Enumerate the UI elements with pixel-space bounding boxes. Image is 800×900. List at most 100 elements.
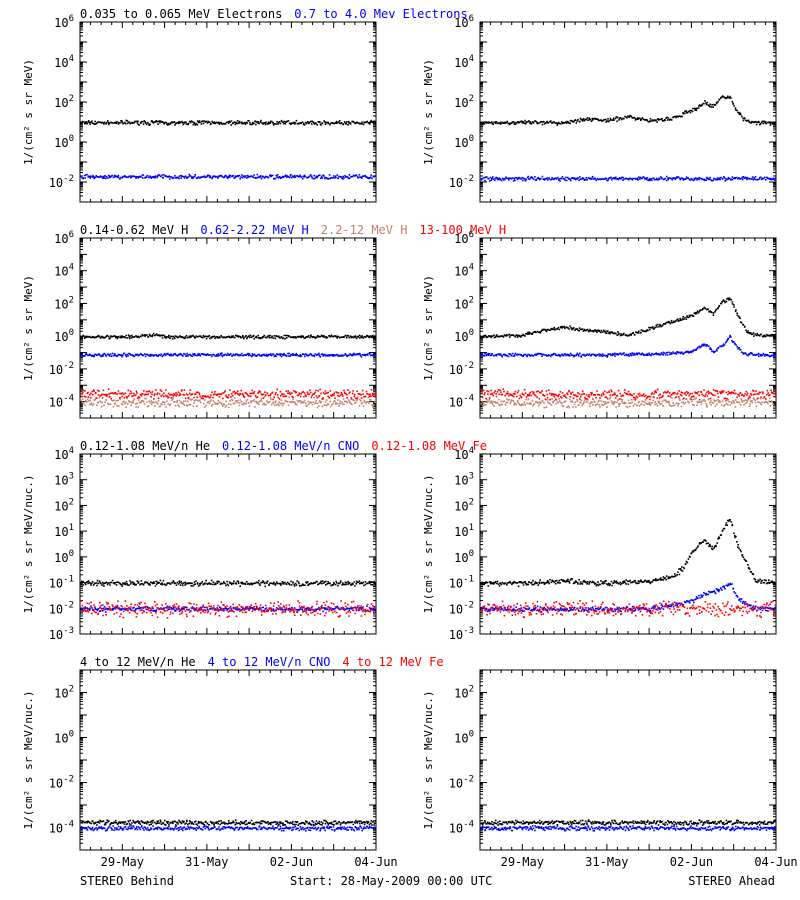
y-tick-label: 10-1: [49, 575, 74, 591]
y-tick-label: 102: [454, 94, 474, 110]
y-tick-label: 102: [54, 497, 74, 513]
y-tick-base: 10: [54, 232, 68, 246]
y-tick-base: 10: [454, 297, 468, 311]
y-tick-base: 10: [49, 363, 63, 377]
y-tick-exp: 0: [69, 549, 74, 559]
row-title-0: 0.035 to 0.065 MeV Electrons 0.7 to 4.0 M…: [80, 7, 468, 21]
row-titles: 0.035 to 0.065 MeV Electrons 0.7 to 4.0 M…: [80, 7, 506, 669]
series-3: [480, 388, 776, 401]
y-tick-base: 10: [49, 777, 63, 791]
series-points: [480, 297, 776, 339]
y-tick-base: 10: [449, 602, 463, 616]
y-tick-base: 10: [54, 551, 68, 565]
y-tick-label: 10-2: [449, 361, 474, 377]
y-tick-exp: 6: [69, 230, 74, 240]
series-0: [80, 119, 376, 126]
y-tick-label: 106: [54, 14, 74, 30]
footer-center-label: Start: 28-May-2009 00:00 UTC: [290, 874, 492, 888]
y-tick-label: 10-3: [49, 626, 74, 642]
y-tick-base: 10: [54, 525, 68, 539]
y-tick-label: 104: [454, 263, 474, 279]
y-tick-base: 10: [54, 56, 68, 70]
y-tick-exp: 4: [469, 446, 474, 456]
y-tick-label: 10-2: [449, 600, 474, 616]
y-tick-label: 100: [454, 328, 474, 344]
y-tick-base: 10: [454, 732, 468, 746]
y-tick-exp: 2: [69, 685, 74, 695]
y-tick-label: 104: [54, 54, 74, 70]
y-tick-base: 10: [454, 499, 468, 513]
x-tick-label: 31-May: [585, 855, 628, 869]
y-tick-label: 10-4: [49, 820, 74, 836]
y-tick-exp: 3: [69, 472, 74, 482]
y-tick-exp: 2: [69, 295, 74, 305]
y-tick-base: 10: [449, 363, 463, 377]
row-title-1-item-0: 0.14-0.62 MeV H: [80, 223, 188, 237]
y-tick-exp: -4: [63, 394, 74, 404]
y-tick-exp: 1: [69, 523, 74, 533]
y-tick-label: 102: [54, 295, 74, 311]
y-tick-base: 10: [454, 56, 468, 70]
y-axis-label: 1/(cm² s sr MeV/nuc.): [22, 474, 35, 613]
row-title-1-item-3: 13-100 MeV H: [419, 223, 506, 237]
series-points: [480, 396, 776, 409]
plot-frame: [79, 237, 377, 419]
y-tick-label: 10-4: [49, 394, 74, 410]
row-title-3: 4 to 12 MeV/n He 4 to 12 MeV/n CNO 4 to 12…: [80, 655, 444, 669]
series-points: [480, 819, 776, 826]
series-0: [80, 332, 376, 340]
y-tick-base: 10: [49, 822, 63, 836]
y-tick-exp: 2: [469, 295, 474, 305]
y-tick-label: 10-2: [49, 361, 74, 377]
y-tick-exp: -2: [63, 775, 74, 785]
y-tick-label: 104: [54, 263, 74, 279]
y-tick-exp: -3: [63, 626, 74, 636]
y-tick-base: 10: [449, 777, 463, 791]
y-tick-label: 100: [54, 549, 74, 565]
y-tick-label: 100: [54, 328, 74, 344]
y-tick-base: 10: [54, 16, 68, 30]
footer: STEREO Behind Start: 28-May-2009 00:00 U…: [80, 874, 775, 888]
y-tick-base: 10: [454, 136, 468, 150]
row-title-3-item-1: 4 to 12 MeV/n CNO: [208, 655, 331, 669]
series-1: [80, 825, 376, 832]
x-tick-label: 04-Jun: [754, 855, 797, 869]
y-tick-base: 10: [54, 297, 68, 311]
y-tick-exp: -2: [63, 361, 74, 371]
y-tick-exp: 2: [69, 497, 74, 507]
y-tick-label: 102: [454, 295, 474, 311]
y-tick-base: 10: [49, 628, 63, 642]
y-tick-label: 10-2: [449, 174, 474, 190]
y-tick-exp: -4: [463, 394, 474, 404]
y-tick-base: 10: [454, 16, 468, 30]
y-tick-base: 10: [54, 136, 68, 150]
y-tick-label: 104: [54, 446, 74, 462]
x-tick-label: 29-May: [501, 855, 544, 869]
y-tick-base: 10: [454, 96, 468, 110]
y-tick-exp: 2: [469, 497, 474, 507]
row-title-3-item-0: 4 to 12 MeV/n He: [80, 655, 196, 669]
y-tick-base: 10: [454, 232, 468, 246]
y-tick-exp: -2: [463, 174, 474, 184]
y-tick-base: 10: [454, 265, 468, 279]
y-tick-label: 104: [454, 54, 474, 70]
y-tick-exp: 4: [69, 446, 74, 456]
y-tick-label: 10-2: [49, 600, 74, 616]
series-1: [80, 352, 376, 358]
y-tick-exp: -1: [63, 575, 74, 585]
y-tick-exp: 3: [469, 472, 474, 482]
series-3: [80, 388, 376, 401]
series-0: [480, 95, 776, 126]
y-tick-base: 10: [454, 474, 468, 488]
row-title-1-item-2: 2.2-12 MeV H: [321, 223, 408, 237]
y-axis-label: 1/(cm² s sr MeV/nuc.): [22, 690, 35, 829]
y-tick-exp: -3: [463, 626, 474, 636]
y-tick-exp: 6: [69, 14, 74, 24]
y-tick-base: 10: [454, 330, 468, 344]
y-tick-base: 10: [449, 577, 463, 591]
